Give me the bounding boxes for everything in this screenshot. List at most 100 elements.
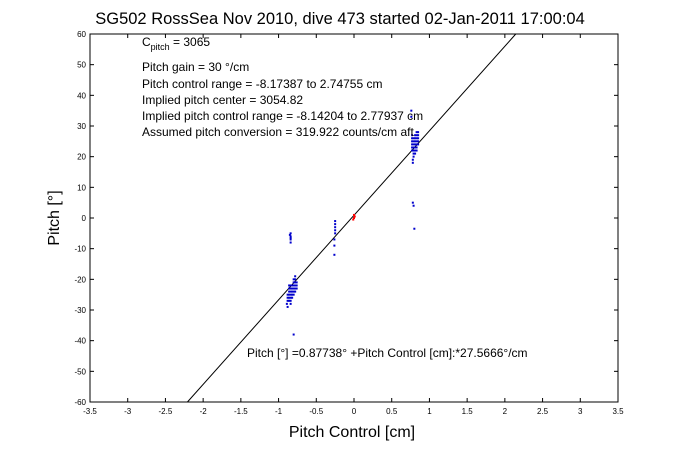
data-point (291, 290, 294, 293)
data-point (292, 284, 295, 287)
data-point (414, 149, 417, 152)
x-tick-label: -1 (275, 407, 283, 416)
data-point (411, 137, 414, 140)
data-point (286, 293, 289, 296)
data-point (414, 152, 417, 155)
data-point (295, 281, 298, 284)
fit-line (187, 33, 517, 403)
data-point (294, 275, 297, 278)
data-point (411, 140, 414, 143)
data-point (333, 253, 336, 256)
data-point (415, 134, 418, 137)
data-point (415, 140, 418, 143)
conversion-annotation: Assumed pitch conversion = 319.922 count… (142, 125, 414, 139)
data-point (411, 146, 414, 149)
x-tick-label: 3 (578, 407, 583, 416)
data-point (292, 278, 295, 281)
center-point (353, 215, 356, 218)
data-point (294, 281, 297, 284)
data-point (289, 293, 292, 296)
cpitch-prefix: C (142, 35, 151, 49)
data-point (289, 290, 292, 293)
data-point (289, 236, 292, 239)
pitch-gain-annotation: Pitch gain = 30 °/cm (142, 60, 249, 74)
data-point (291, 287, 294, 290)
data-point (288, 287, 291, 290)
data-point (294, 284, 297, 287)
data-point (291, 296, 294, 299)
x-tick-label: -1.5 (234, 407, 248, 416)
data-point (412, 152, 415, 155)
x-tick-label: -3.5 (83, 407, 97, 416)
data-point (334, 232, 337, 235)
implied-center-annotation: Implied pitch center = 3054.82 (142, 93, 303, 107)
data-point (412, 155, 415, 158)
data-point (417, 131, 420, 134)
y-tick-label: -50 (74, 367, 86, 376)
data-point (294, 287, 297, 290)
data-point (292, 333, 295, 336)
data-point (412, 140, 415, 143)
axis-ticks: -3.5 -3 -2.5 -2 -1.5 -1 -0.5 0 0.5 1 1.5 2 2.5 3 3.5 -6… (74, 30, 624, 416)
annotation-block: Cpitch = 3065 Pitch gain = 30 °/cm Pitch… (142, 35, 528, 360)
data-point (286, 296, 289, 299)
data-point (288, 296, 291, 299)
data-point (414, 140, 417, 143)
data-point (292, 281, 295, 284)
data-point (412, 204, 415, 207)
data-point (334, 223, 337, 226)
data-point (412, 149, 415, 152)
cpitch-subscript: pitch (151, 42, 170, 52)
data-point (415, 131, 418, 134)
x-tick-label: 3.5 (612, 407, 624, 416)
data-point (334, 229, 337, 232)
data-points (285, 109, 420, 336)
data-point (415, 143, 418, 146)
y-tick-label: -40 (74, 337, 86, 346)
y-tick-label: -60 (74, 398, 86, 407)
data-point (289, 284, 292, 287)
center-point (353, 217, 355, 219)
data-point (289, 302, 292, 305)
data-point (410, 115, 413, 118)
data-point (291, 284, 294, 287)
data-point (412, 137, 415, 140)
implied-range-annotation: Implied pitch control range = -8.14204 t… (142, 109, 423, 123)
data-point (414, 143, 417, 146)
data-point (417, 137, 420, 140)
x-axis-label: Pitch Control [cm] (289, 424, 415, 441)
data-point (289, 238, 292, 241)
data-point (289, 299, 292, 302)
x-tick-label: 0.5 (386, 407, 398, 416)
data-point (288, 233, 291, 236)
data-point (289, 241, 292, 244)
data-point (292, 290, 295, 293)
fit-equation-annotation: Pitch [°] =0.87738° +Pitch Control [cm]:… (247, 346, 528, 360)
data-point (334, 226, 337, 229)
pitch-control-range-annotation: Pitch control range = -8.17387 to 2.7475… (142, 77, 383, 91)
data-point (289, 296, 292, 299)
cpitch-value: = 3065 (170, 35, 211, 49)
x-tick-label: -2 (200, 407, 208, 416)
y-tick-label: 40 (77, 91, 86, 100)
data-point (415, 137, 418, 140)
data-point (288, 299, 291, 302)
cpitch-annotation: Cpitch = 3065 (142, 35, 210, 52)
data-point (294, 278, 297, 281)
data-point (294, 290, 297, 293)
data-point (414, 146, 417, 149)
data-point (414, 137, 417, 140)
data-point (412, 143, 415, 146)
data-point (417, 134, 420, 137)
data-point (292, 293, 295, 296)
x-tick-label: 2.5 (537, 407, 549, 416)
data-point (410, 109, 413, 112)
y-tick-label: 30 (77, 122, 86, 131)
data-point (333, 238, 336, 241)
y-tick-label: 20 (77, 153, 86, 162)
y-axis-label: Pitch [°] (46, 190, 63, 245)
x-tick-label: -0.5 (309, 407, 323, 416)
x-tick-label: 2 (503, 407, 508, 416)
data-point (411, 134, 414, 137)
data-point (291, 293, 294, 296)
